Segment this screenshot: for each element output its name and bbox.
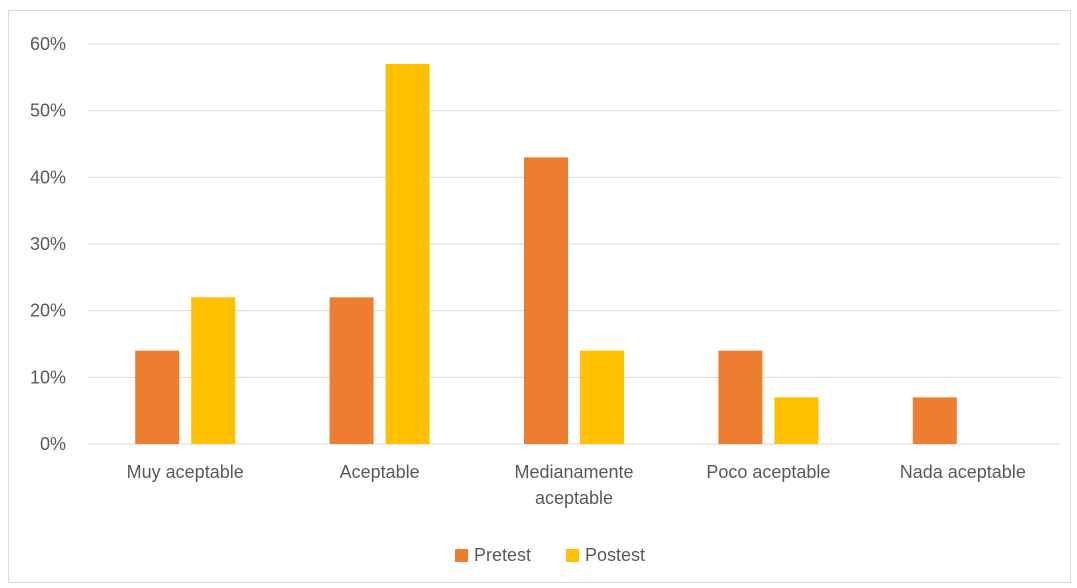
- y-axis: 0% 10% 20% 30% 40% 50% 60%: [30, 34, 66, 454]
- bar-pretest-3: [524, 157, 568, 445]
- x-tick-label: Nada aceptable: [900, 462, 1026, 482]
- bars: [135, 64, 957, 445]
- legend-label-pretest: Pretest: [474, 545, 531, 565]
- y-tick-label: 40%: [30, 167, 66, 187]
- bar-postest-4: [774, 397, 819, 444]
- x-tick-label: Aceptable: [340, 462, 420, 482]
- y-tick-label: 60%: [30, 34, 66, 54]
- legend-swatch-postest: [566, 549, 579, 562]
- bar-pretest-5: [912, 397, 957, 444]
- bar-postest-1: [191, 297, 236, 444]
- y-tick-label: 50%: [30, 101, 66, 121]
- y-tick-label: 10%: [30, 367, 66, 387]
- y-tick-label: 0%: [40, 434, 66, 454]
- x-axis: Muy aceptable Aceptable Medianamente acepta…: [127, 462, 1026, 508]
- y-tick-label: 30%: [30, 234, 66, 254]
- x-tick-label: Medianamente aceptable: [514, 462, 633, 508]
- gridlines: [88, 43, 1060, 445]
- bar-pretest-4: [718, 350, 763, 444]
- bar-pretest-1: [135, 350, 180, 444]
- bar-postest-2: [385, 64, 430, 444]
- y-tick-label: 20%: [30, 301, 66, 321]
- legend-label-postest: Postest: [585, 545, 645, 565]
- x-tick-label: Muy aceptable: [127, 462, 244, 482]
- legend-swatch-pretest: [455, 549, 468, 562]
- legend: Pretest Postest: [455, 545, 645, 565]
- bar-pretest-2: [329, 297, 374, 444]
- bar-postest-3: [580, 350, 624, 444]
- x-tick-label: Poco aceptable: [706, 462, 830, 482]
